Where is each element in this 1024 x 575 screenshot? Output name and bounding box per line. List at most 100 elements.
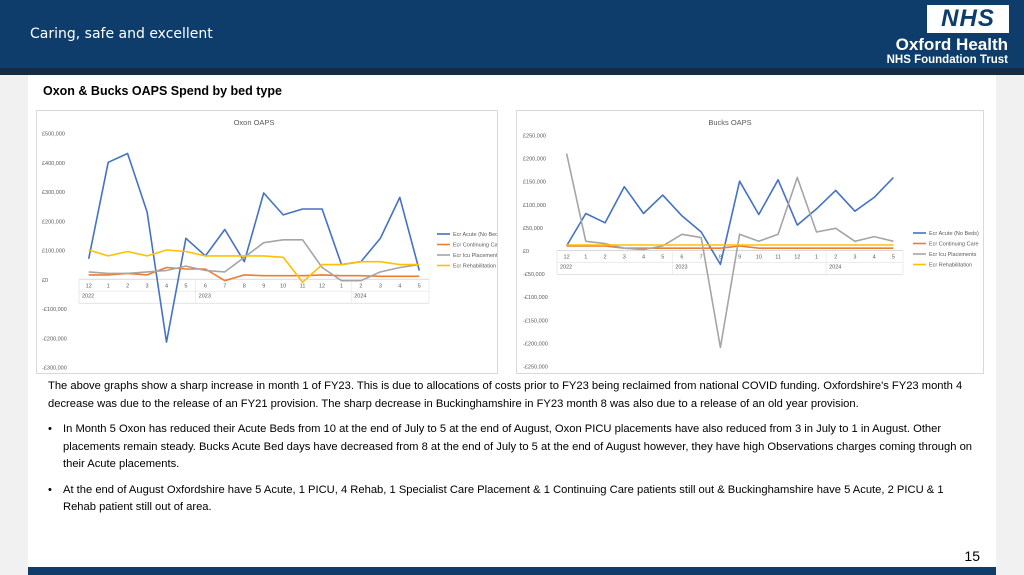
x-tick-label: 7 xyxy=(700,255,703,261)
bucks-chart-panel: Bucks OAPS -£250,000 -£200,000 -£150,000 -£1… xyxy=(516,110,984,374)
y-tick-label: -£250,000 xyxy=(523,365,548,371)
y-tick-label: -£300,000 xyxy=(42,366,67,372)
year-label: 2022 xyxy=(560,265,572,271)
oxon-oaps-chart: Oxon OAPS -£300,000 -£200,000 -£100,000 £0 £1… xyxy=(42,118,497,372)
legend-label: Ecr Acute (No Beds) xyxy=(929,231,979,237)
x-tick-label: 6 xyxy=(204,283,207,289)
y-tick-label: £0 xyxy=(42,278,48,284)
y-tick-label: -£100,000 xyxy=(523,295,548,301)
x-tick-label: 12 xyxy=(794,255,800,261)
bullet-text: At the end of August Oxfordshire have 5 … xyxy=(63,483,944,514)
y-tick-label: -£200,000 xyxy=(523,341,548,347)
chart-title: Oxon OAPS xyxy=(234,118,275,127)
year-label: 2023 xyxy=(199,293,211,299)
footer-bar xyxy=(28,567,996,575)
legend-label: Ecr Continuing Care xyxy=(453,243,497,249)
x-tick-label: 12 xyxy=(86,283,92,289)
series-line xyxy=(88,239,420,282)
commentary: The above graphs show a sharp increase i… xyxy=(48,378,978,525)
oxon-chart-panel: Oxon OAPS -£300,000 -£200,000 -£100,000 £0 £1… xyxy=(36,110,498,374)
y-tick-label: -£200,000 xyxy=(42,336,67,342)
y-tick-label: £200,000 xyxy=(523,157,546,163)
x-tick-label: 10 xyxy=(756,255,762,261)
y-tick-label: -£150,000 xyxy=(523,318,548,324)
year-label: 2024 xyxy=(829,265,841,271)
bullet-text: In Month 5 Oxon has reduced their Acute … xyxy=(63,423,973,470)
x-tick-label: 12 xyxy=(564,255,570,261)
y-tick-label: £200,000 xyxy=(42,219,65,225)
year-label: 2022 xyxy=(82,293,94,299)
x-tick-label: 4 xyxy=(642,255,645,261)
x-tick-label: 5 xyxy=(892,255,895,261)
legend-label: Ecr Icu Placements xyxy=(929,252,977,258)
x-tick-label: 8 xyxy=(243,283,246,289)
page-number: 15 xyxy=(964,548,980,564)
x-tick-label: 9 xyxy=(738,255,741,261)
y-tick-label: £150,000 xyxy=(523,180,546,186)
x-tick-label: 9 xyxy=(262,283,265,289)
x-tick-label: 11 xyxy=(300,283,306,289)
y-tick-label: £50,000 xyxy=(523,226,543,232)
x-tick-label: 3 xyxy=(146,283,149,289)
x-tick-label: 2 xyxy=(604,255,607,261)
bullet-icon: • xyxy=(48,483,52,496)
x-tick-label: 1 xyxy=(107,283,110,289)
series-line xyxy=(565,176,894,266)
x-tick-label: 3 xyxy=(623,255,626,261)
nhs-logo: NHS xyxy=(927,5,1009,33)
x-tick-label: 3 xyxy=(853,255,856,261)
bullet-item: • In Month 5 Oxon has reduced their Acut… xyxy=(48,421,978,474)
x-tick-label: 2 xyxy=(126,283,129,289)
y-tick-label: -£50,000 xyxy=(523,272,545,278)
y-tick-label: £100,000 xyxy=(523,203,546,209)
x-tick-label: 8 xyxy=(719,255,722,261)
commentary-paragraph: The above graphs show a sharp increase i… xyxy=(48,380,963,410)
bullet-item: • At the end of August Oxfordshire have … xyxy=(48,482,978,517)
org-name: Oxford Health xyxy=(895,35,1008,54)
x-tick-label: 7 xyxy=(223,283,226,289)
y-tick-label: £250,000 xyxy=(523,134,546,140)
nhs-logo-text: NHS xyxy=(941,5,995,32)
series-line xyxy=(87,152,421,343)
x-tick-label: 3 xyxy=(379,283,382,289)
y-tick-label: £300,000 xyxy=(42,190,65,196)
x-tick-label: 6 xyxy=(680,255,683,261)
x-tick-label: 4 xyxy=(165,283,168,289)
legend-label: Ecr Rehabilitation xyxy=(453,264,496,270)
y-tick-label: £500,000 xyxy=(42,132,65,138)
tagline: Caring, safe and excellent xyxy=(30,26,213,42)
legend-label: Ecr Icu Placements xyxy=(453,253,497,259)
x-tick-label: 4 xyxy=(398,283,401,289)
series-line xyxy=(565,153,894,349)
page-title: Oxon & Bucks OAPS Spend by bed type xyxy=(43,84,282,98)
series-line xyxy=(88,266,420,282)
x-tick-label: 10 xyxy=(280,283,286,289)
header-divider xyxy=(0,68,1024,75)
x-tick-label: 1 xyxy=(340,283,343,289)
year-label: 2023 xyxy=(675,265,687,271)
x-tick-label: 2 xyxy=(359,283,362,289)
x-tick-label: 5 xyxy=(661,255,664,261)
org-subtitle: NHS Foundation Trust xyxy=(886,54,1008,66)
x-tick-label: 1 xyxy=(815,255,818,261)
legend-label: Ecr Continuing Care xyxy=(929,242,979,248)
y-tick-label: £400,000 xyxy=(42,161,65,167)
x-tick-label: 1 xyxy=(584,255,587,261)
y-tick-label: -£100,000 xyxy=(42,307,67,313)
y-tick-label: £0 xyxy=(523,249,529,255)
x-tick-label: 2 xyxy=(834,255,837,261)
legend-label: Ecr Rehabilitation xyxy=(929,263,972,269)
legend-label: Ecr Acute (No Beds) xyxy=(453,232,497,238)
y-tick-label: £100,000 xyxy=(42,249,65,255)
x-tick-label: 5 xyxy=(418,283,421,289)
chart-title: Bucks OAPS xyxy=(708,118,751,127)
year-label: 2024 xyxy=(354,293,366,299)
header-banner: Caring, safe and excellent NHS Oxford He… xyxy=(0,0,1024,68)
series-line xyxy=(88,249,420,283)
x-tick-label: 4 xyxy=(873,255,876,261)
x-tick-label: 11 xyxy=(775,255,781,261)
x-tick-label: 5 xyxy=(184,283,187,289)
bullet-icon: • xyxy=(48,423,52,435)
x-tick-label: 12 xyxy=(319,283,325,289)
bucks-oaps-chart: Bucks OAPS -£250,000 -£200,000 -£150,000 -£1… xyxy=(523,118,979,371)
